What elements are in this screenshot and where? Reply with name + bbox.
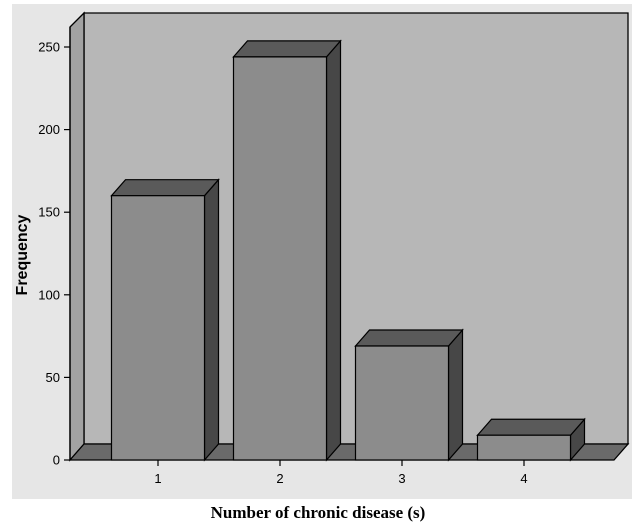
y-axis-title: Frequency [14,214,31,295]
bar-1 [110,178,220,462]
bar-top [476,418,586,436]
bar-top [354,329,464,347]
bar-side [447,328,464,462]
bar-top [232,40,342,58]
bar-front [110,195,206,461]
y-tick-label: 0 [53,453,60,468]
y-axis: 0 50 100 150 200 250 [38,27,71,468]
bar-top [110,179,220,197]
x-axis-ticks: 1 2 3 4 [154,460,528,486]
y-tick-label: 50 [46,370,60,385]
x-tick-label: 1 [154,471,161,486]
bar-side [203,178,220,462]
bar-front [476,434,572,461]
x-tick-label: 2 [276,471,283,486]
y-tick-label: 100 [38,287,60,302]
x-tick-label: 3 [398,471,405,486]
bar-front [232,56,328,461]
y-tick-label: 250 [38,40,60,55]
bar-side [325,39,342,462]
y-tick-label: 150 [38,205,60,220]
x-tick-label: 4 [520,471,527,486]
x-axis-title: Number of chronic disease (s) [210,503,426,522]
y-tick-label: 200 [38,122,60,137]
side-wall [69,11,85,462]
bar-3 [354,328,464,462]
bar-front [354,345,450,461]
bar-4 [476,417,586,462]
bar-2 [232,39,342,462]
bars [110,39,586,462]
